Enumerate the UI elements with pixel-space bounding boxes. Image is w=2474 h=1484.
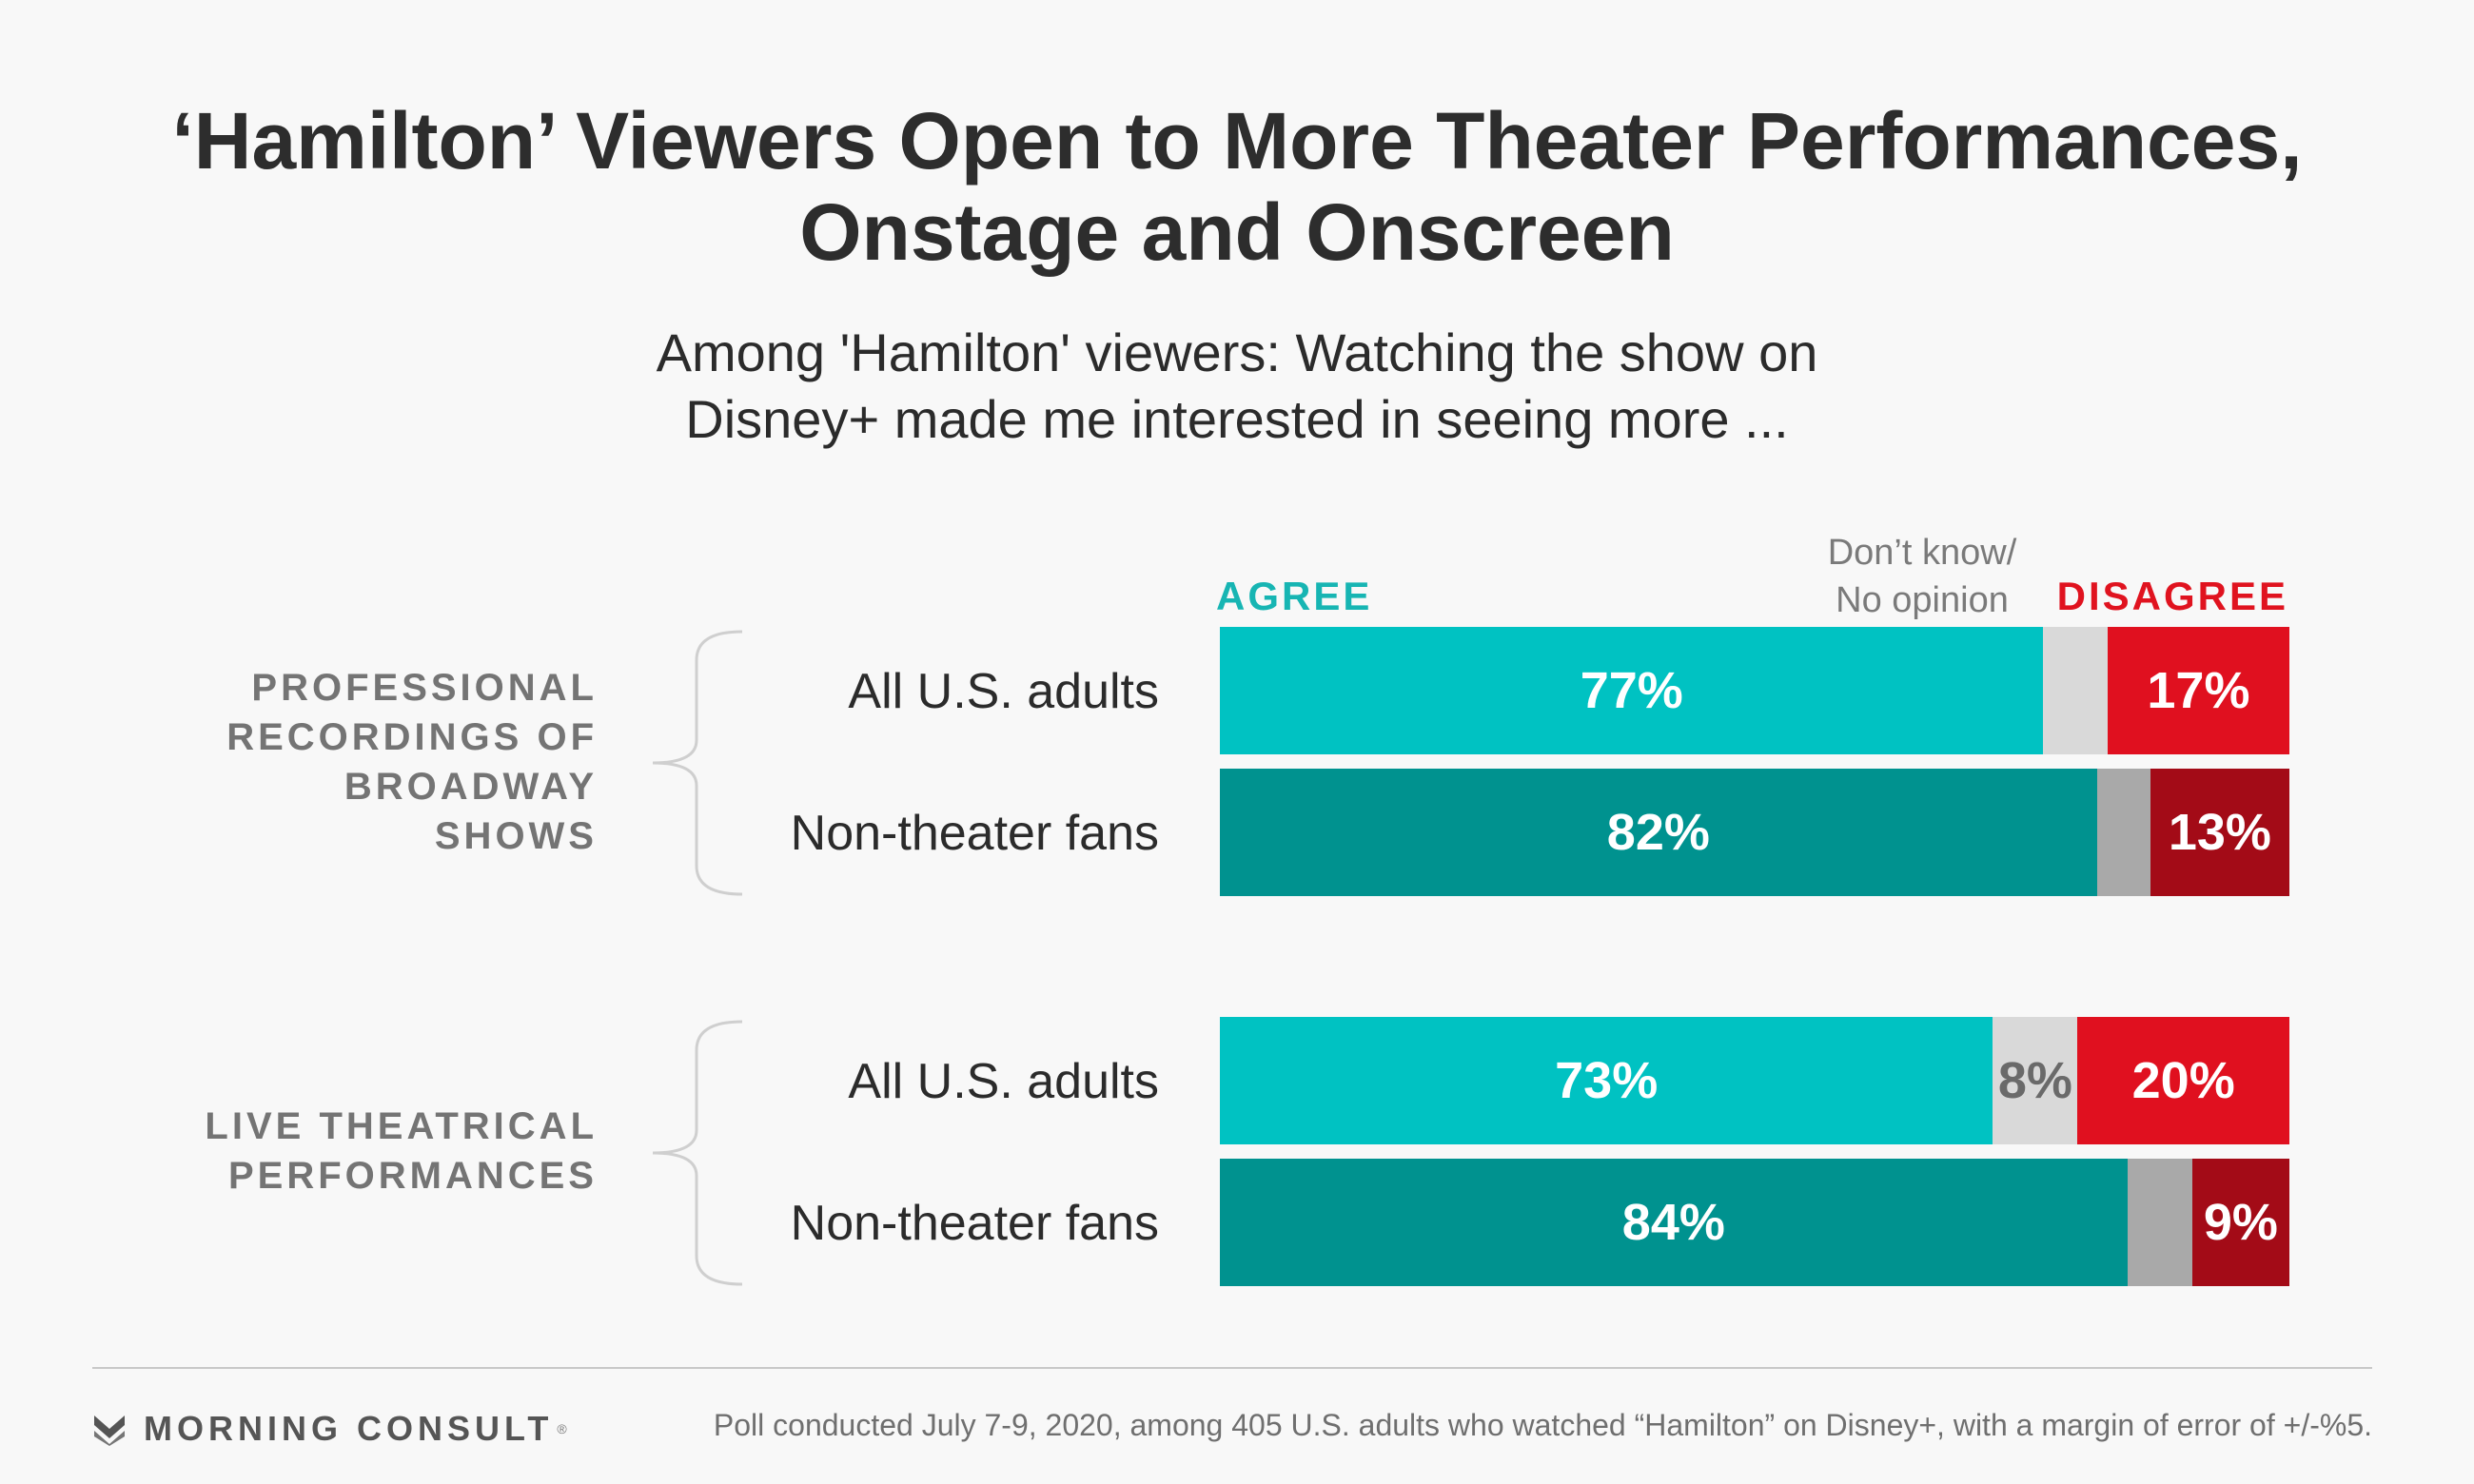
bar-value-label: 8%: [1997, 1052, 2072, 1109]
group-label-live: LIVE THEATRICAL PERFORMANCES: [65, 1102, 598, 1201]
agree-segment: 73%: [1220, 1017, 1993, 1144]
dont-know-segment: 8%: [1993, 1017, 2078, 1144]
group-label-line: LIVE THEATRICAL: [205, 1105, 598, 1147]
stacked-bar: 84% 9%: [1220, 1159, 2289, 1286]
bar-value-label: 73%: [1555, 1052, 1659, 1109]
group-brace-recordings: [652, 630, 743, 896]
morning-consult-logo: MORNING CONSULT ®: [92, 1409, 567, 1449]
agree-segment: 77%: [1220, 627, 2044, 754]
bar-value-label: 13%: [2168, 804, 2271, 861]
row-label: All U.S. adults: [848, 1054, 1159, 1109]
legend-disagree: DISAGREE: [2056, 574, 2288, 618]
group-label-recordings: PROFESSIONAL RECORDINGS OF BROADWAY SHOW…: [65, 663, 598, 861]
bar-value-label: 9%: [2203, 1194, 2278, 1251]
bar-value-label: 77%: [1580, 662, 1683, 719]
group-label-line: RECORDINGS OF: [226, 716, 598, 758]
chart-title: ‘Hamilton’ Viewers Open to More Theater …: [0, 95, 2474, 278]
bar-value-label: 84%: [1621, 1194, 1725, 1251]
chart-title-line-1: ‘Hamilton’ Viewers Open to More Theater …: [171, 96, 2303, 186]
bar-value-label: 17%: [2147, 662, 2250, 719]
chart-subtitle-line-2: Disney+ made me interested in seeing mor…: [685, 389, 1789, 449]
bar-value-label: 20%: [2131, 1052, 2235, 1109]
agree-segment: 82%: [1220, 769, 2097, 896]
row-label: All U.S. adults: [848, 664, 1159, 719]
footer-divider: [92, 1367, 2372, 1369]
bar-value-label: 82%: [1606, 804, 1710, 861]
disagree-segment: 20%: [2077, 1017, 2289, 1144]
stacked-bar: 82% 13%: [1220, 769, 2289, 896]
group-brace-live: [652, 1020, 743, 1286]
row-label: Non-theater fans: [790, 806, 1159, 861]
disagree-segment: 13%: [2150, 769, 2289, 896]
legend-dont-know-line-2: No opinion: [1836, 580, 2009, 620]
row-label: Non-theater fans: [790, 1196, 1159, 1251]
disagree-segment: 9%: [2191, 1159, 2289, 1286]
agree-segment: 84%: [1220, 1159, 2128, 1286]
footnote: Poll conducted July 7-9, 2020, among 405…: [713, 1408, 2372, 1442]
disagree-segment: 17%: [2107, 627, 2289, 754]
group-label-line: PERFORMANCES: [227, 1155, 598, 1197]
dont-know-segment: [2127, 1159, 2192, 1286]
legend-agree: AGREE: [1216, 574, 1373, 618]
logo-wordmark: MORNING CONSULT: [144, 1409, 554, 1448]
dont-know-segment: [2043, 627, 2108, 754]
group-label-line: BROADWAY: [344, 766, 598, 808]
chart-title-line-2: Onstage and Onscreen: [799, 187, 1675, 277]
dont-know-segment: [2096, 769, 2150, 896]
group-label-line: SHOWS: [434, 815, 598, 857]
legend-dont-know: Don’t know/ No opinion: [1713, 529, 2131, 624]
group-label-line: PROFESSIONAL: [251, 667, 598, 709]
stacked-bar: 77% 17%: [1220, 627, 2289, 754]
morning-consult-mark-icon: [94, 1416, 125, 1446]
legend-dont-know-line-1: Don’t know/: [1827, 533, 2017, 573]
logo-registered-mark: ®: [557, 1421, 567, 1436]
stacked-bar: 73% 8% 20%: [1220, 1017, 2289, 1144]
chart-subtitle-line-1: Among 'Hamilton' viewers: Watching the s…: [656, 322, 1818, 382]
chart-subtitle: Among 'Hamilton' viewers: Watching the s…: [0, 320, 2474, 453]
